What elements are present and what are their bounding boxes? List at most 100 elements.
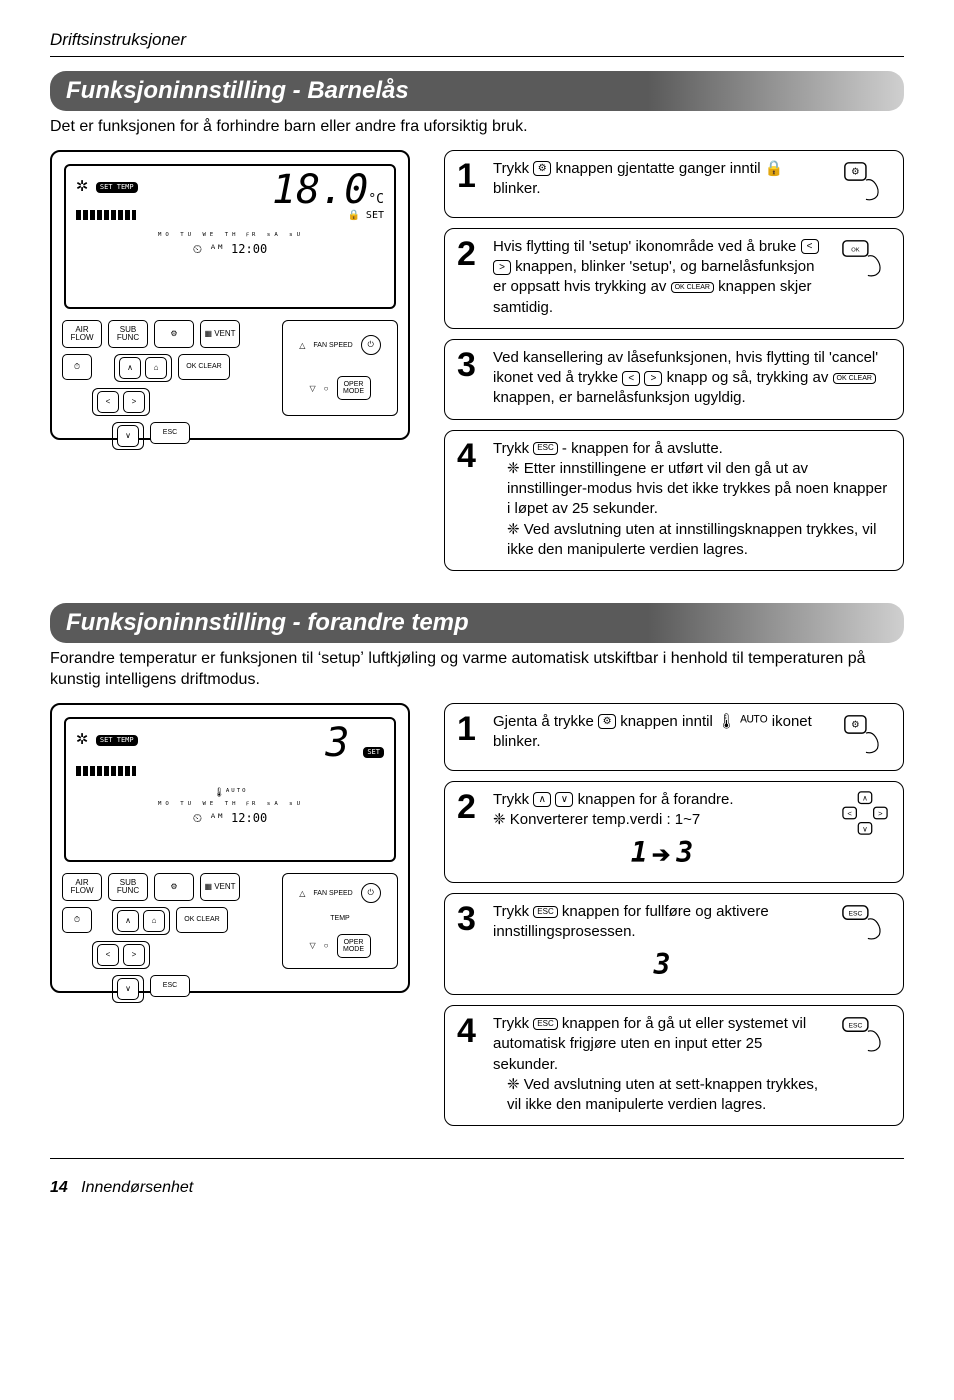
step-body: Trykk ESC - knappen for å avslutte. ❈ Et… <box>493 439 891 561</box>
timer-button[interactable]: ⏱ <box>62 354 92 380</box>
section2-intro: Forandre temperatur er funksjonen til ʻs… <box>50 649 904 691</box>
sub-func-button[interactable]: SUB FUNC <box>108 320 148 348</box>
t: knappen inntil <box>620 713 717 730</box>
gear-icon: ⚙ <box>598 714 616 729</box>
s2-step4: 4 Trykk ESC knappen for å gå ut eller sy… <box>444 1005 904 1126</box>
step-number: 2 <box>457 790 485 872</box>
hand-press-icon: ⚙ <box>839 712 891 760</box>
separator-bottom <box>50 1158 904 1159</box>
tri-up-icon[interactable]: △ <box>299 889 305 898</box>
bullet: ❈ Ved avslutning uten at sett-knappen tr… <box>493 1075 831 1116</box>
section1-content: ✲ SET TEMP 18.0°C 🔒 SET ᴹᴼ ᵀᵁ ᵂᴱ ᵀᴴ ꟳᴿ ˢ… <box>50 150 904 581</box>
down-button[interactable]: ∨ <box>117 978 139 1000</box>
t: knapp og så, trykking av <box>667 369 833 386</box>
step-body: Hvis flytting til 'setup' ikonområde ved… <box>493 237 831 318</box>
dn-highlighted: ∨ <box>112 422 144 450</box>
vent-button[interactable]: ▦ VENT <box>200 873 240 901</box>
sub-func-button[interactable]: SUB FUNC <box>108 873 148 901</box>
days-row: ᴹᴼ ᵀᵁ ᵂᴱ ᵀᴴ ꟳᴿ ˢᴬ ˢᵁ <box>76 229 384 242</box>
right-button[interactable]: > <box>123 944 145 966</box>
svg-text:>: > <box>878 809 883 818</box>
step-body: Trykk ∧ ∨ knappen for å forandre. ❈ Konv… <box>493 790 831 872</box>
power-button[interactable]: ⏻ <box>361 883 381 903</box>
timer-button[interactable]: ⏱ <box>62 907 92 933</box>
remote-controller-2: ✲ SET TEMP 3 SET 🌡ᴬᵁᵀᴼ ᴹᴼ ᵀᵁ ᵂᴱ ᵀᴴ ꟳᴿ ˢᴬ… <box>50 703 410 993</box>
step-body: Trykk ESC knappen for fullføre og aktive… <box>493 902 831 984</box>
tri-dn-icon[interactable]: ▽ <box>310 941 316 950</box>
bullet: ❈ Etter innstillingene er utført vil den… <box>493 459 891 520</box>
t: Trykk <box>493 440 533 457</box>
fan-label: FAN SPEED <box>313 890 352 897</box>
svg-text:ESC: ESC <box>848 910 862 917</box>
settemp-label: SET TEMP <box>96 735 138 746</box>
lr-highlighted: < > <box>92 941 150 969</box>
section1-steps: 1 Trykk ⚙ knappen gjentatte ganger innti… <box>444 150 904 581</box>
section2-title: Funksjoninnstilling - forandre temp <box>50 603 904 643</box>
s1-step1: 1 Trykk ⚙ knappen gjentatte ganger innti… <box>444 150 904 218</box>
oper-mode-button[interactable]: OPER MODE <box>337 934 371 958</box>
s2-step2: 2 Trykk ∧ ∨ knappen for å forandre. ❈ Ko… <box>444 781 904 883</box>
auto-icon: 🌡 ᴬᵁᵀᴼ <box>717 713 768 730</box>
remote-screen: ✲ SET TEMP 18.0°C 🔒 SET ᴹᴼ ᵀᵁ ᵂᴱ ᵀᴴ ꟳᴿ ˢ… <box>64 164 396 309</box>
step-number: 4 <box>457 439 485 561</box>
power-button[interactable]: ⏻ <box>361 335 381 355</box>
s2-step1: 1 Gjenta å trykke ⚙ knappen inntil 🌡 ᴬᵁᵀ… <box>444 703 904 771</box>
right-button[interactable]: > <box>123 391 145 413</box>
dn-highlighted: ∨ <box>112 975 144 1003</box>
step-body: Trykk ESC knappen for å gå ut eller syst… <box>493 1014 831 1115</box>
ok-clear-button[interactable]: OK CLEAR <box>176 907 228 933</box>
section2-remote-col: ✲ SET TEMP 3 SET 🌡ᴬᵁᵀᴼ ᴹᴼ ᵀᵁ ᵂᴱ ᵀᴴ ꟳᴿ ˢᴬ… <box>50 703 430 1137</box>
tri-up-icon[interactable]: △ <box>299 341 305 350</box>
ok-clear-icon: OK CLEAR <box>833 373 876 384</box>
down-button[interactable]: ∨ <box>117 425 139 447</box>
esc-button[interactable]: ESC <box>150 975 190 997</box>
vent-button[interactable]: ▦ VENT <box>200 320 240 348</box>
gear-button[interactable]: ⚙ <box>154 320 194 348</box>
settemp-label: SET TEMP <box>96 182 138 193</box>
right-button-group-2: △ FAN SPEED ⏻ TEMP ▽ ○ OPER MODE <box>282 873 398 969</box>
step-number: 1 <box>457 712 485 760</box>
bar-indicator <box>76 210 136 220</box>
ok-clear-button[interactable]: OK CLEAR <box>178 354 230 380</box>
t: Trykk <box>493 1015 533 1032</box>
svg-text:⚙: ⚙ <box>851 166 860 177</box>
lr-group-highlighted: < > <box>92 388 150 416</box>
page-footer: 14 Innendørsenhet <box>50 1179 904 1197</box>
esc-button[interactable]: ESC <box>150 422 190 444</box>
display-temp-2: 3 <box>325 720 349 766</box>
gear-button[interactable]: ⚙ <box>154 873 194 901</box>
air-flow-button[interactable]: AIR FLOW <box>62 873 102 901</box>
home-button[interactable]: ⌂ <box>145 357 167 379</box>
bullet: ❈ Ved avslutning uten at innstillingskna… <box>493 520 891 561</box>
step-number: 2 <box>457 237 485 318</box>
lock-icon: 🔒 <box>765 160 784 177</box>
humidity-icon[interactable]: ○ <box>324 941 329 950</box>
section2-steps: 1 Gjenta å trykke ⚙ knappen inntil 🌡 ᴬᵁᵀ… <box>444 703 904 1137</box>
up-button[interactable]: ∧ <box>119 357 141 379</box>
air-flow-button[interactable]: AIR FLOW <box>62 320 102 348</box>
t: knappen for å forandre. <box>578 791 734 808</box>
page-header: Driftsinstruksjoner <box>50 30 904 50</box>
esc-icon: ESC <box>533 442 557 454</box>
set-label: SET <box>363 747 384 758</box>
home-button[interactable]: ⌂ <box>143 910 165 932</box>
clock-row: ⏲ ᴬᴹ 12:00 <box>76 811 384 826</box>
seg-to: 3 <box>676 834 693 872</box>
step-body: Ved kansellering av låsefunksjonen, hvis… <box>493 348 891 409</box>
up-button[interactable]: ∧ <box>117 910 139 932</box>
section2-content: ✲ SET TEMP 3 SET 🌡ᴬᵁᵀᴼ ᴹᴼ ᵀᵁ ᵂᴱ ᵀᴴ ꟳᴿ ˢᴬ… <box>50 703 904 1137</box>
bar-indicator <box>76 766 136 776</box>
left-button[interactable]: < <box>97 391 119 413</box>
t: Gjenta å trykke <box>493 713 598 730</box>
svg-text:⚙: ⚙ <box>851 719 860 730</box>
oper-mode-button[interactable]: OPER MODE <box>337 376 371 400</box>
humidity-icon[interactable]: ○ <box>324 384 329 393</box>
step-body: Gjenta å trykke ⚙ knappen inntil 🌡 ᴬᵁᵀᴼ … <box>493 712 831 760</box>
section1-remote-col: ✲ SET TEMP 18.0°C 🔒 SET ᴹᴼ ᵀᵁ ᵂᴱ ᵀᴴ ꟳᴿ ˢ… <box>50 150 430 581</box>
tri-dn-icon[interactable]: ▽ <box>310 384 316 393</box>
bullet: ❈ Konverterer temp.verdi : 1~7 <box>493 811 700 828</box>
nav-group-highlighted: ∧ ⌂ <box>114 354 172 382</box>
left-button[interactable]: < <box>97 944 119 966</box>
t: Trykk <box>493 791 533 808</box>
svg-text:∨: ∨ <box>862 824 868 833</box>
